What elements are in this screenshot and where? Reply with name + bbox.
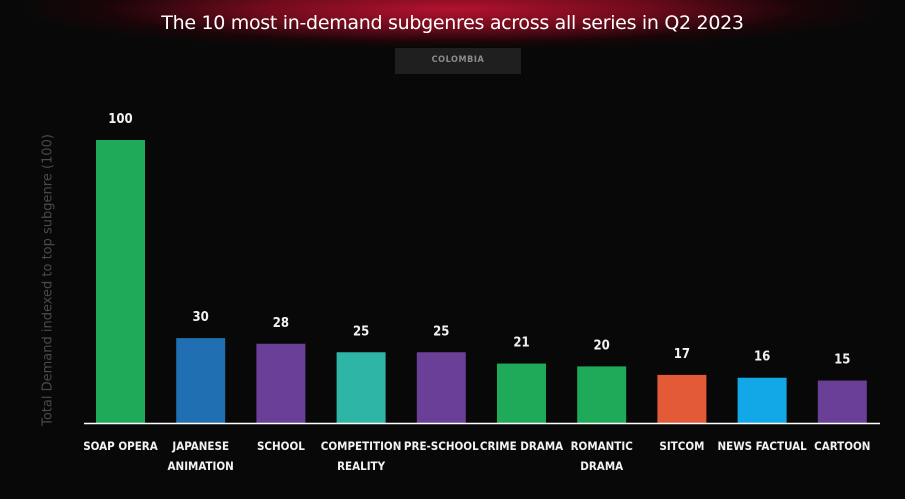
bar-5	[497, 363, 546, 423]
bar-4	[416, 352, 466, 423]
bar-2	[256, 343, 306, 423]
bar-8	[737, 377, 787, 423]
value-label-0: 100	[108, 112, 132, 127]
value-label-5: 21	[513, 336, 529, 351]
chart-title: The 10 most in-demand subgenres across a…	[161, 12, 744, 34]
value-label-2: 28	[273, 316, 289, 331]
category-label-4: PRE-SCHOOL	[404, 439, 479, 453]
category-label-6-0: ROMANTIC	[571, 439, 633, 453]
bar-3	[336, 352, 386, 423]
category-label-2: SCHOOL	[257, 439, 305, 453]
category-label-1-1: ANIMATION	[168, 459, 234, 473]
value-label-1: 30	[193, 310, 209, 325]
bar-1	[176, 338, 226, 423]
category-label-1-0: JAPANESE	[171, 439, 229, 453]
value-label-3: 25	[353, 324, 369, 339]
category-label-3-1: REALITY	[337, 459, 386, 473]
title-banner	[0, 0, 905, 46]
value-label-4: 25	[433, 324, 449, 339]
value-label-8: 16	[754, 350, 770, 365]
value-label-6: 20	[594, 338, 610, 353]
category-label-7: SITCOM	[659, 439, 704, 453]
bar-9	[817, 380, 867, 423]
bar-6	[577, 366, 627, 423]
category-label-5: CRIME DRAMA	[480, 439, 563, 453]
bar-7	[657, 374, 707, 423]
bar-0	[96, 140, 145, 423]
country-tab[interactable]: COLOMBIA	[395, 48, 521, 74]
category-label-8: NEWS FACTUAL	[717, 439, 807, 453]
category-label-3-0: COMPETITION	[321, 439, 402, 453]
category-label-6-1: DRAMA	[580, 459, 623, 473]
value-label-7: 17	[674, 347, 690, 362]
category-label-0: SOAP OPERA	[83, 439, 158, 453]
category-label-9: CARTOON	[814, 439, 870, 453]
value-label-9: 15	[834, 353, 850, 368]
